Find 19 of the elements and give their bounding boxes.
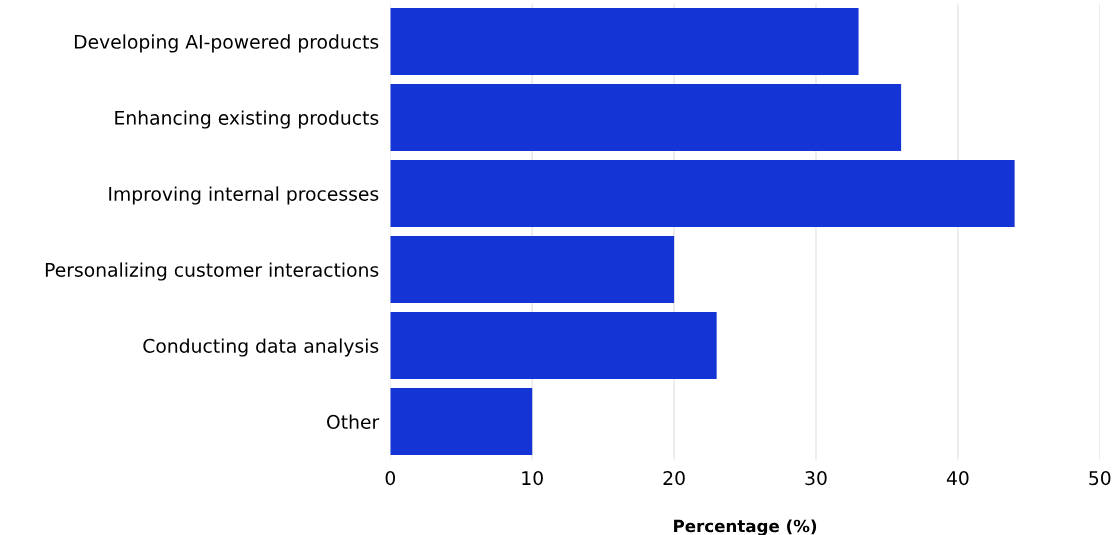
x-tick-label: 0 <box>385 471 396 486</box>
y-tick-label: Conducting data analysis <box>143 338 379 357</box>
x-tick-label: 30 <box>805 471 827 486</box>
x-tick-label: 20 <box>663 471 685 486</box>
bar <box>390 84 902 151</box>
bar <box>390 8 859 75</box>
bar <box>390 236 675 303</box>
bar <box>390 312 717 379</box>
x-tick-label: 40 <box>946 471 969 486</box>
y-tick-label: Enhancing existing products <box>115 110 379 129</box>
y-tick-label: Developing AI-powered products <box>74 34 379 53</box>
bar <box>390 388 533 455</box>
y-tick-label: Improving internal processes <box>109 186 379 205</box>
x-tick-label: 50 <box>1089 471 1111 486</box>
x-axis-title: Percentage (%) <box>674 519 817 535</box>
y-tick-label: Personalizing customer interactions <box>45 262 379 281</box>
y-tick-label: Other <box>327 414 380 429</box>
bar <box>390 160 1015 227</box>
x-tick-label: 10 <box>522 471 543 486</box>
